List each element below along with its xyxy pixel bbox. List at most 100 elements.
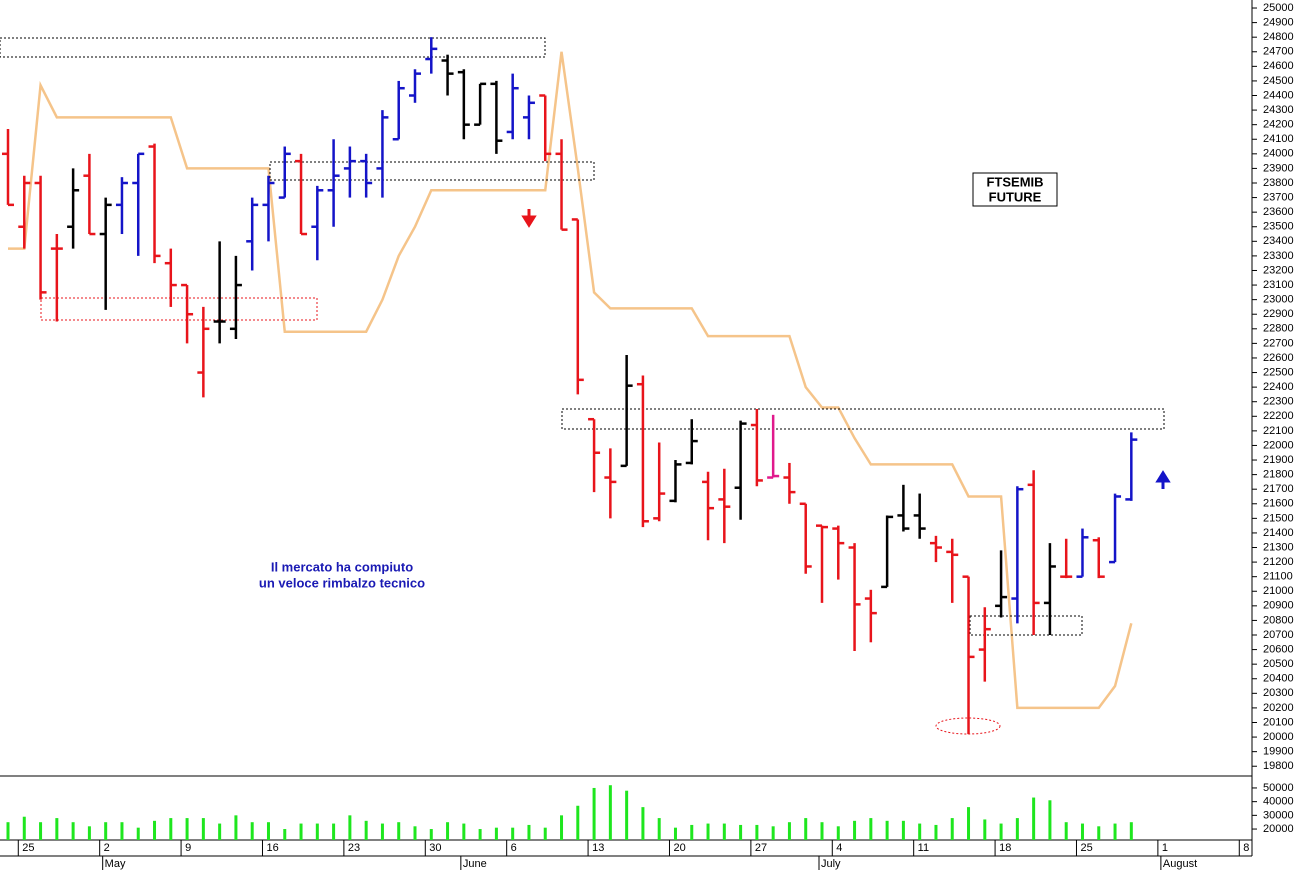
volume-bar (494, 827, 498, 840)
y-tick-label: 24300 (1263, 104, 1294, 116)
volume-bar (934, 824, 938, 840)
zone-box (269, 161, 595, 181)
volume-bar (722, 823, 726, 840)
y-tick-label: 23600 (1263, 206, 1294, 218)
month-label: May (105, 858, 126, 870)
volume-bar (657, 818, 661, 840)
volume-bar (967, 807, 971, 840)
y-tick-label: 24500 (1263, 75, 1294, 87)
volume-bar (104, 822, 108, 840)
volume-bar (641, 807, 645, 840)
y-tick-label: 22600 (1263, 352, 1294, 364)
x-tick-label: 9 (185, 842, 191, 854)
volume-bar (364, 820, 368, 840)
y-tick-label: 20700 (1263, 629, 1294, 641)
zone-box (969, 615, 1083, 636)
y-tick-label: 22000 (1263, 439, 1294, 451)
volume-bar (478, 829, 482, 840)
volume-bar (283, 829, 287, 840)
volume-bar (820, 822, 824, 840)
volume-bar (625, 790, 629, 840)
volume-bar (446, 822, 450, 840)
y-tick-label: 20300 (1263, 687, 1294, 699)
volume-bar (250, 822, 254, 840)
volume-bar (885, 820, 889, 840)
volume-bar (71, 822, 75, 840)
y-tick-label: 24900 (1263, 17, 1294, 29)
volume-bar (169, 818, 173, 840)
x-tick-label: 1 (1162, 842, 1168, 854)
x-tick-label: 18 (999, 842, 1011, 854)
y-tick-label: 40000 (1263, 796, 1294, 808)
volume-bar (1032, 797, 1036, 840)
y-tick-label: 22500 (1263, 366, 1294, 378)
y-tick-label: 22700 (1263, 337, 1294, 349)
volume-bar (315, 823, 319, 840)
volume-bar (6, 822, 10, 840)
volume-bar (706, 823, 710, 840)
volume-bar (690, 824, 694, 840)
y-tick-label: 24100 (1263, 133, 1294, 145)
y-tick-label: 23300 (1263, 250, 1294, 262)
volume-bar (673, 827, 677, 840)
y-tick-label: 25000 (1263, 2, 1294, 14)
volume-bar (787, 822, 791, 840)
y-tick-label: 30000 (1263, 809, 1294, 821)
volume-bar (348, 815, 352, 840)
volume-bar (39, 822, 43, 840)
y-tick-label: 24000 (1263, 148, 1294, 160)
y-tick-label: 20000 (1263, 731, 1294, 743)
annotation: un veloce rimbalzo tecnico (259, 575, 425, 590)
volume-bar (983, 819, 987, 840)
x-tick-label: 16 (266, 842, 278, 854)
volume-bar (299, 823, 303, 840)
volume-bar (462, 823, 466, 840)
y-tick-label: 50000 (1263, 782, 1294, 794)
volume-bar (511, 827, 515, 840)
y-tick-label: 21100 (1263, 571, 1293, 583)
volume-bar (950, 818, 954, 840)
volume-bar (560, 815, 564, 840)
volume-bar (853, 820, 857, 840)
volume-bar (218, 823, 222, 840)
x-tick-label: 25 (1080, 842, 1092, 854)
label-box (972, 172, 1058, 207)
volume-bar (901, 820, 905, 840)
volume-bar (1129, 822, 1133, 840)
zone-box (40, 297, 318, 321)
x-tick-label: 6 (511, 842, 517, 854)
volume-bar (153, 820, 157, 840)
y-tick-label: 22400 (1263, 381, 1294, 393)
x-tick-label: 25 (22, 842, 34, 854)
volume-bar (771, 826, 775, 840)
month-label: August (1163, 858, 1197, 870)
annotation: Il mercato ha compiuto (271, 559, 413, 574)
y-tick-label: 24600 (1263, 60, 1294, 72)
volume-bar (120, 822, 124, 840)
volume-bar (380, 823, 384, 840)
x-tick-label: 13 (592, 842, 604, 854)
y-tick-label: 20600 (1263, 643, 1294, 655)
y-tick-label: 20200 (1263, 702, 1294, 714)
volume-bar (608, 785, 612, 840)
volume-bar (804, 818, 808, 840)
y-tick-label: 21600 (1263, 498, 1294, 510)
annotation: FUTURE (989, 189, 1042, 204)
y-tick-label: 20400 (1263, 673, 1294, 685)
y-tick-label: 23100 (1263, 279, 1294, 291)
x-tick-label: 27 (755, 842, 767, 854)
y-tick-label: 20500 (1263, 658, 1294, 670)
volume-bar (136, 827, 140, 840)
volume-bar (755, 824, 759, 840)
y-tick-label: 19900 (1263, 746, 1294, 758)
zones (0, 37, 1165, 735)
volume-bar (1015, 818, 1019, 840)
y-tick-label: 20900 (1263, 600, 1294, 612)
x-tick-label: 23 (348, 842, 360, 854)
y-tick-label: 22200 (1263, 410, 1294, 422)
y-tick-label: 21700 (1263, 483, 1294, 495)
volume-bar (543, 827, 547, 840)
volume-bar (592, 787, 596, 840)
y-tick-label: 21900 (1263, 454, 1294, 466)
